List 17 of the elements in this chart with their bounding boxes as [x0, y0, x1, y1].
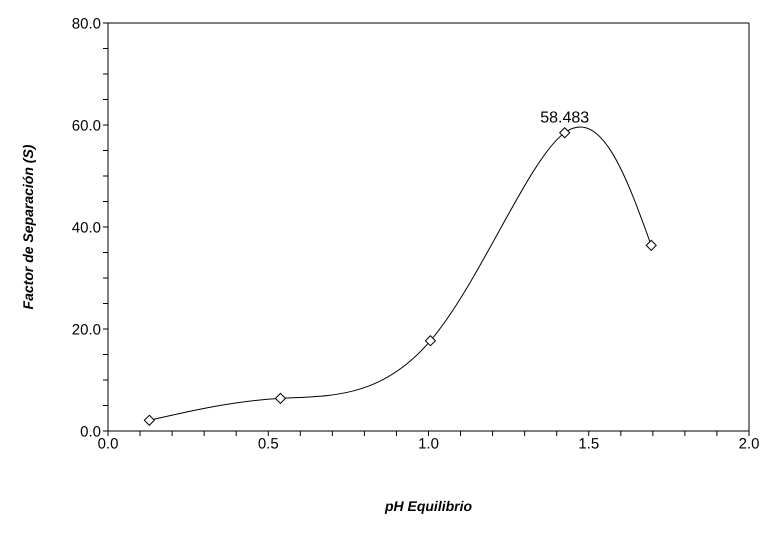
point: [424, 335, 436, 346]
x-tick-label: 0.0: [98, 436, 118, 453]
y-tick-label: 80.0: [72, 15, 101, 32]
point: [646, 240, 657, 251]
x-tick-label: 2.0: [738, 436, 760, 453]
x-tick-label: 1.0: [418, 436, 439, 453]
point: [559, 127, 570, 138]
y-axis-title: Factor de Separación (S): [20, 144, 36, 310]
point: [274, 392, 286, 404]
y-tick-label: 20.0: [72, 321, 101, 338]
y-tick-label: 40.0: [72, 219, 101, 236]
data-label: 58.483: [540, 110, 590, 127]
x-axis-title: pH Equilibrio: [384, 498, 472, 514]
x-tick-label: 0.5: [258, 436, 279, 453]
point: [144, 414, 155, 426]
y-tick-label: 60.0: [72, 117, 101, 134]
x-tick-label: 1.5: [578, 436, 600, 453]
